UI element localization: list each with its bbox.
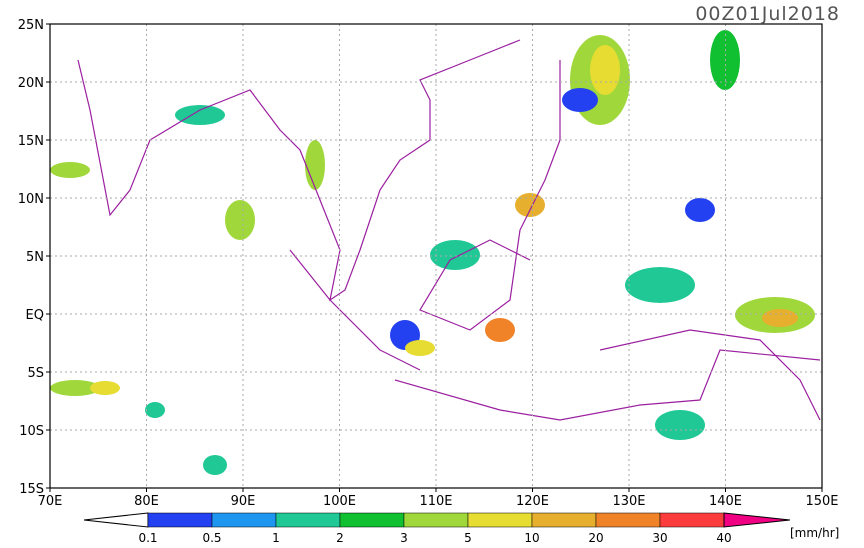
lon-label: 150E bbox=[805, 494, 838, 509]
lat-label: 10N bbox=[18, 192, 44, 207]
lon-label: 100E bbox=[323, 494, 356, 509]
lat-label: 15S bbox=[19, 482, 44, 497]
lat-label: 5N bbox=[26, 250, 44, 265]
colorbar-segment bbox=[403, 512, 469, 528]
lat-label: EQ bbox=[26, 308, 44, 323]
lat-label: 20N bbox=[18, 76, 44, 91]
colorbar-label: 10 bbox=[524, 531, 539, 544]
precipitation bbox=[50, 30, 815, 475]
lat-label: 5S bbox=[27, 366, 44, 381]
colorbar-label: 5 bbox=[464, 531, 472, 544]
lon-label: 90E bbox=[231, 494, 256, 509]
graticule: 70E 80E 90E 100E 110E 120E 130E 140E 150E 25N 20N 1… bbox=[18, 18, 839, 509]
colorbar-label: 0.1 bbox=[138, 531, 157, 544]
colorbar-segment bbox=[595, 512, 661, 528]
colorbar-label: 2 bbox=[336, 531, 344, 544]
colorbar-label: 1 bbox=[272, 531, 280, 544]
colorbar-label: 20 bbox=[588, 531, 603, 544]
lon-label: 120E bbox=[516, 494, 549, 509]
lon-label: 130E bbox=[612, 494, 645, 509]
colorbar-segment bbox=[147, 512, 213, 528]
lat-label: 10S bbox=[19, 424, 44, 439]
colorbar-label: 40 bbox=[716, 531, 731, 544]
map-title: 00Z01Jul2018 bbox=[695, 3, 840, 25]
colorbar-unit: [mm/hr] bbox=[790, 526, 839, 540]
colorbar-segment bbox=[339, 512, 405, 528]
colorbar-segment bbox=[531, 512, 597, 528]
lon-label: 80E bbox=[134, 494, 159, 509]
lon-label: 110E bbox=[419, 494, 452, 509]
map-frame bbox=[49, 23, 823, 489]
lon-label: 140E bbox=[709, 494, 742, 509]
colorbar-label: 30 bbox=[652, 531, 667, 544]
colorbar-label: 3 bbox=[400, 531, 408, 544]
lat-label: 15N bbox=[18, 134, 44, 149]
colorbar-segment bbox=[659, 512, 725, 528]
colorbar-segment bbox=[275, 512, 341, 528]
colorbar: 0.1 0.5 1 2 3 5 10 20 30 40 bbox=[83, 512, 791, 545]
colorbar-segment bbox=[467, 512, 533, 528]
lon-label: 70E bbox=[38, 494, 63, 509]
colorbar-over bbox=[723, 512, 791, 528]
colorbar-label: 0.5 bbox=[202, 531, 221, 544]
colorbar-segment bbox=[211, 512, 277, 528]
lat-label: 25N bbox=[18, 18, 44, 33]
